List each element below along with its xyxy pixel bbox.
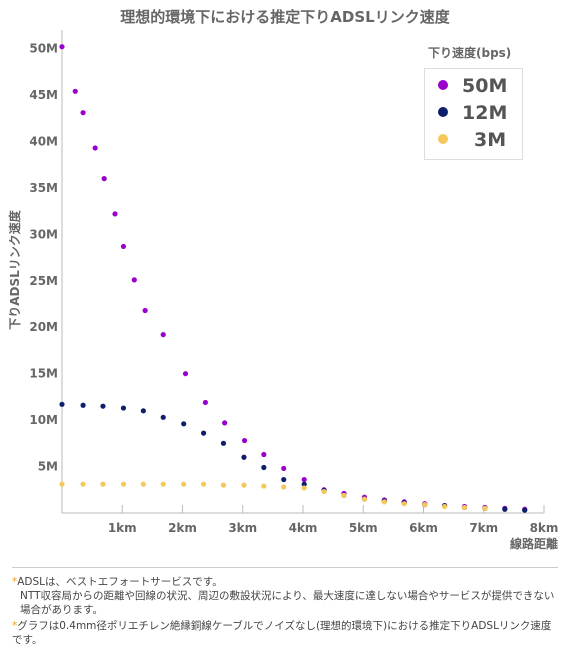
data-point-12m [120, 405, 127, 411]
x-tick-label: 4km [289, 521, 318, 535]
data-point-50m [160, 332, 166, 338]
x-ticks: 1km 2km 3km 4km 5km 6km 7km 8km [108, 505, 559, 535]
data-point-12m [502, 506, 508, 512]
data-point-12m [160, 414, 166, 420]
data-point-3m [80, 481, 86, 487]
data-point-3m [461, 504, 468, 511]
data-point-3m [220, 482, 227, 488]
data-point-12m [522, 507, 528, 513]
data-point-12m [200, 430, 207, 436]
data-point-50m [182, 371, 189, 377]
y-tick-label: 25M [29, 274, 58, 288]
series-12m [59, 401, 528, 513]
data-point-3m [200, 481, 207, 487]
y-ticks: 5M 10M 15M 20M 25M 30M 35M 40M 45M 50M [29, 42, 58, 474]
note-line1-detail: NTT収容局からの距離や回線の状況、周辺の敷設状況により、最大速度に達しない場合… [20, 590, 555, 616]
legend-item-12m: 12M [438, 101, 507, 125]
y-tick-label: 20M [29, 320, 58, 334]
divider [12, 567, 558, 568]
y-tick-label: 35M [29, 181, 58, 195]
y-tick-label: 50M [29, 42, 58, 56]
data-point-50m [112, 211, 118, 217]
note-line1: ADSLは、ベストエフォートサービスです。 [17, 576, 223, 588]
data-points [59, 44, 528, 513]
data-point-50m [281, 465, 287, 472]
data-point-12m [220, 440, 227, 446]
data-point-12m [100, 403, 106, 409]
y-axis-label: 下りADSLリンク速度 [7, 209, 22, 330]
data-point-50m [59, 44, 65, 50]
data-point-12m [59, 401, 65, 407]
chart-title: 理想的環境下における推定下りADSLリンク速度 [120, 8, 450, 26]
data-point-12m [261, 464, 267, 471]
data-point-50m [142, 307, 148, 314]
data-point-3m [422, 502, 428, 508]
legend-swatch-3m [438, 133, 448, 144]
data-point-50m [72, 88, 78, 94]
data-point-3m [100, 481, 106, 487]
data-point-12m [181, 421, 187, 427]
data-point-3m [401, 501, 407, 507]
data-point-3m [301, 485, 307, 491]
data-point-3m [441, 503, 448, 510]
legend-title: 下り速度(bps) [428, 46, 512, 60]
data-point-12m [241, 454, 247, 460]
legend-label-3m: 3M [474, 129, 507, 151]
legend-swatch-50m [438, 79, 448, 90]
note-line2: グラフは0.4mm径ポリエチレン絶縁銅線ケーブルでノイズなし(理想的環境下)にお… [12, 620, 552, 646]
data-point-3m [59, 481, 65, 487]
data-point-3m [361, 496, 368, 502]
legend-item-50m: 50M [438, 74, 507, 98]
legend-label-50m: 50M [462, 75, 508, 97]
x-tick-label: 1km [108, 521, 137, 535]
data-point-3m [261, 483, 267, 489]
y-tick-label: 5M [38, 460, 58, 474]
data-point-3m [140, 481, 146, 487]
data-point-50m [131, 277, 137, 283]
data-point-3m [321, 489, 327, 495]
data-point-3m [120, 481, 127, 487]
data-point-3m [181, 481, 187, 487]
legend-item-3m: 3M [438, 128, 506, 152]
data-point-50m [80, 110, 86, 116]
y-tick-label: 45M [29, 88, 58, 102]
data-point-50m [120, 243, 127, 250]
data-point-3m [381, 499, 387, 505]
x-tick-label: 3km [228, 521, 257, 535]
note-adsl-best-effort: *ADSLは、ベストエフォートサービスです。 NTT収容局からの距離や回線の状況… [12, 575, 560, 617]
scatter-chart: 5M 10M 15M 20M 25M 30M 35M 40M 45M 50M 1km 2km 3km 4… [7, 30, 559, 551]
x-tick-label: 8km [530, 521, 559, 535]
note-marker-2: * [12, 620, 18, 632]
note-marker: * [12, 576, 18, 588]
data-point-3m [482, 505, 488, 511]
x-tick-label: 5km [349, 521, 378, 535]
y-tick-label: 10M [29, 413, 58, 427]
data-point-50m [202, 399, 208, 406]
data-point-3m [241, 482, 247, 488]
x-tick-label: 2km [168, 521, 197, 535]
data-point-50m [92, 145, 98, 151]
legend-label-12m: 12M [462, 102, 508, 124]
y-tick-label: 40M [29, 134, 58, 148]
data-point-50m [101, 176, 107, 182]
x-tick-label: 6km [409, 521, 438, 535]
y-tick-label: 30M [29, 227, 58, 241]
data-point-50m [222, 420, 228, 426]
data-point-3m [341, 492, 347, 498]
note-graph-conditions: *グラフは0.4mm径ポリエチレン絶縁銅線ケーブルでノイズなし(理想的環境下)に… [12, 619, 560, 647]
legend-swatch-12m [438, 106, 448, 117]
data-point-12m [140, 408, 146, 414]
series-3m [59, 481, 488, 511]
data-point-50m [241, 437, 248, 444]
data-point-50m [301, 476, 307, 483]
data-point-50m [261, 451, 267, 458]
x-axis-label: 線路距離 [510, 536, 558, 551]
data-point-12m [281, 476, 287, 483]
data-point-3m [160, 481, 166, 487]
x-tick-label: 7km [469, 521, 498, 535]
data-point-12m [301, 481, 307, 487]
data-point-12m [80, 402, 86, 408]
y-tick-label: 15M [29, 367, 58, 381]
data-point-3m [281, 484, 287, 490]
